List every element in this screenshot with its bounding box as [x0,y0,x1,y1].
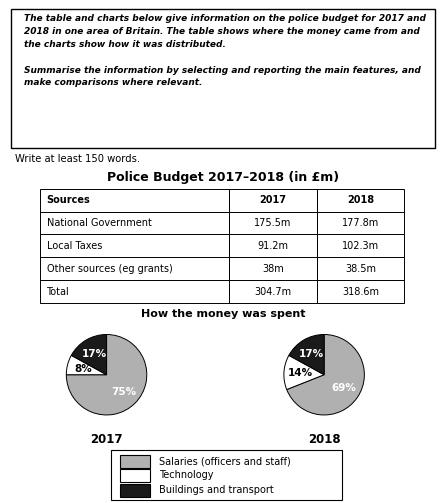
Text: 17%: 17% [299,349,325,359]
Bar [120,484,150,497]
Text: 91.2m: 91.2m [258,241,289,251]
Wedge shape [66,334,147,415]
Text: Write at least 150 words.: Write at least 150 words. [16,154,140,164]
Bar [40,234,229,258]
Text: 177.8m: 177.8m [342,218,379,228]
Bar [40,212,229,234]
Bar [229,212,317,234]
Text: Buildings and transport: Buildings and transport [159,485,274,495]
Text: Sources: Sources [47,195,90,205]
Text: Police Budget 2017–2018 (in £m): Police Budget 2017–2018 (in £m) [107,171,339,184]
Bar [317,189,404,212]
Text: National Government: National Government [47,218,151,228]
Text: 2017: 2017 [90,433,123,446]
Wedge shape [289,334,324,375]
Text: 2018: 2018 [308,433,341,446]
Bar [229,234,317,258]
Text: Salaries (officers and staff): Salaries (officers and staff) [159,456,291,466]
Text: Other sources (eg grants): Other sources (eg grants) [47,264,172,274]
Text: Local Taxes: Local Taxes [47,241,102,251]
Text: 2017: 2017 [259,195,286,205]
Bar [40,189,229,212]
Bar [120,455,150,468]
Text: 318.6m: 318.6m [342,287,379,297]
Text: The table and charts below give information on the police budget for 2017 and
20: The table and charts below give informat… [24,14,426,88]
Text: 8%: 8% [74,364,92,374]
Text: 17%: 17% [82,349,107,359]
Text: 75%: 75% [111,387,136,397]
Text: 175.5m: 175.5m [254,218,292,228]
Text: Technology: Technology [159,470,214,480]
Bar [317,280,404,303]
Bar [229,189,317,212]
Bar [317,258,404,280]
Text: 102.3m: 102.3m [342,241,379,251]
Bar [229,258,317,280]
Wedge shape [71,334,107,375]
Wedge shape [66,355,107,375]
Bar [317,212,404,234]
Text: 2018: 2018 [347,195,374,205]
Text: 14%: 14% [287,368,313,378]
Bar [40,258,229,280]
Bar [40,280,229,303]
Wedge shape [287,334,365,415]
Text: Total: Total [47,287,69,297]
Bar [229,280,317,303]
Wedge shape [284,355,324,389]
Text: 38m: 38m [262,264,284,274]
Bar [120,469,150,482]
Text: 304.7m: 304.7m [254,287,292,297]
Text: How the money was spent: How the money was spent [141,309,305,319]
Text: 69%: 69% [332,383,357,393]
Text: 38.5m: 38.5m [345,264,376,274]
Bar [317,234,404,258]
